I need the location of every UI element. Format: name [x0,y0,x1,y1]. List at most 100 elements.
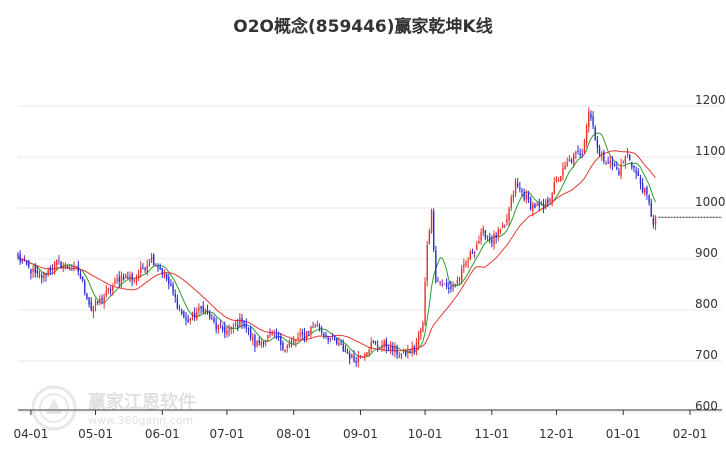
candle-body [383,341,385,348]
candle-body [204,309,207,314]
candle-body [600,153,603,156]
x-tick-label: 11-01 [474,427,509,441]
candle-body [249,328,252,339]
candle-body [336,338,338,344]
chart-title: O2O概念(859446)赢家乾坤K线 [233,17,493,37]
candle-body [187,319,189,322]
candle-body [84,281,86,293]
candle-body [603,152,605,162]
candle-body [290,341,293,343]
candle-body [495,234,497,238]
candle-body [467,260,469,263]
candle-body [628,154,631,161]
candle-body [588,111,590,128]
candle-body [75,266,77,268]
candle-body [346,351,349,354]
candle-body [504,224,506,226]
candles [17,107,657,368]
candle-body [654,215,657,225]
candle-body [180,310,183,314]
x-tick-label: 02-01 [673,427,708,441]
candle-body [575,152,577,154]
candle-body [516,183,519,187]
candle-body [172,284,174,294]
candle-body [282,342,284,350]
candle-body [38,275,41,277]
candle-body [325,334,327,337]
candle-body [491,239,493,244]
candle-body [331,336,334,338]
candle-body [430,209,433,233]
candle-body [519,187,521,189]
candle-body [157,266,159,269]
candle-body [450,286,452,289]
candle-body [68,269,71,271]
candle-body [96,301,99,304]
candle-body [527,193,530,200]
candle-body [49,267,52,272]
candle-body [230,326,232,329]
candle-body [413,346,416,351]
candle-body [92,306,95,313]
x-tick-label: 01-01 [606,427,641,441]
candle-body [312,326,314,328]
candle-body [295,340,297,342]
candle-body [553,182,556,195]
candle-body [45,273,47,276]
candle-body [585,126,588,144]
candle-body [635,170,637,174]
candle-body [58,260,60,262]
candle-body [620,164,622,176]
candle-body [288,343,291,347]
candle-body [152,254,155,266]
candle-body [30,269,32,274]
candle-body [198,307,200,311]
candle-body [191,312,194,317]
y-axis: 1200 1100 1000 900 800 700 600 [695,93,726,413]
ma-short-line [17,132,656,358]
candle-body [400,354,403,356]
gann-logo-icon [31,385,77,431]
candle-body [280,336,282,345]
candle-body [183,311,185,318]
candle-body [521,190,523,193]
candle-body [547,199,549,204]
candle-body [641,182,644,192]
candle-body [637,171,640,177]
candle-body [241,318,243,324]
candle-body [542,204,545,210]
candle-body [333,338,336,341]
candle-body [284,349,286,352]
candle-body [458,278,461,280]
candle-body [439,282,441,284]
candle-body [536,204,538,206]
candle-body [389,343,392,352]
candle-body [161,267,164,275]
candle-body [81,276,84,281]
candle-body [394,345,396,352]
moving-averages [17,132,656,358]
x-tick-label: 12-01 [539,427,574,441]
candle-body [234,323,237,326]
candle-body [437,280,439,282]
candle-body [146,265,148,273]
candle-body [497,229,500,238]
y-tick-label: 1100 [695,144,726,158]
candle-body [577,150,579,152]
candle-body [631,162,633,168]
watermark: 赢家江恩软件 www.360gann.com [30,384,230,432]
candle-body [486,236,489,238]
candle-body [607,162,609,164]
candle-body [510,197,512,208]
candle-body [392,346,394,351]
candle-body [51,268,54,270]
candle-body [355,361,357,363]
candle-body [448,287,450,290]
x-tick-label: 05-01 [78,427,113,441]
candle-body [256,340,258,346]
candle-body [572,154,575,164]
candle-body [221,326,224,330]
candle-body [243,322,245,326]
candle-body [101,298,103,301]
candle-body [648,195,650,203]
